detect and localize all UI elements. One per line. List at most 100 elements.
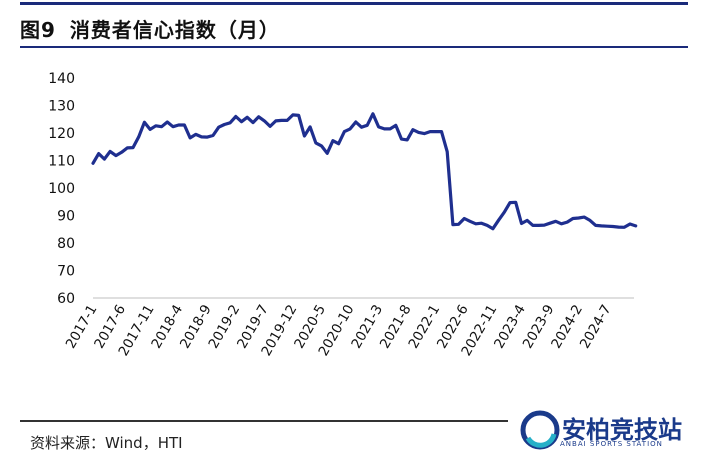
data-point [269, 125, 271, 127]
y-tick-label: 100 [48, 181, 75, 197]
data-point [121, 151, 123, 153]
data-point [92, 162, 94, 164]
data-point [263, 120, 265, 122]
top-rule [20, 2, 688, 5]
data-point [349, 128, 351, 130]
data-point [143, 121, 145, 123]
figure-title: 图9 消费者信心指数（月） [20, 14, 280, 43]
y-tick-label: 120 [48, 126, 75, 142]
data-point [138, 136, 140, 138]
logo-icon [520, 410, 560, 450]
figure-number: 图9 [20, 18, 56, 42]
data-point [246, 116, 248, 118]
data-point [543, 224, 545, 226]
data-point [389, 128, 391, 130]
data-point [161, 126, 163, 128]
data-point [172, 126, 174, 128]
data-point [452, 224, 454, 226]
line-chart: 607080901001101201301402017-12017-62017-… [48, 71, 638, 359]
data-point [526, 219, 528, 221]
watermark-subtext: ANBAI SPORTS STATION [560, 440, 663, 448]
watermark-text: 安柏竞技站 [562, 416, 682, 444]
data-point [366, 124, 368, 126]
data-point [149, 128, 151, 130]
data-point [212, 134, 214, 137]
data-point [395, 124, 397, 126]
data-point [509, 202, 511, 204]
data-point [406, 139, 408, 141]
data-point [578, 217, 580, 219]
data-point [275, 120, 277, 122]
data-point [372, 113, 374, 115]
y-tick-label: 110 [48, 154, 75, 170]
data-point [98, 153, 100, 155]
data-point [132, 147, 134, 149]
data-point [606, 225, 608, 227]
data-point [252, 122, 254, 124]
data-point [555, 220, 557, 222]
source-note: 资料来源：Wind，HTI [30, 434, 183, 452]
data-point [538, 224, 540, 226]
data-point [589, 219, 591, 221]
data-point [338, 143, 340, 145]
data-point [498, 219, 500, 221]
data-point [446, 151, 448, 153]
bottom-rule [20, 420, 508, 422]
data-point [440, 131, 443, 133]
data-point [332, 140, 334, 142]
data-point [583, 216, 585, 218]
data-point [458, 223, 460, 225]
data-point [223, 123, 225, 126]
title-rule [20, 46, 688, 48]
series-line [91, 112, 638, 231]
data-point [229, 122, 231, 124]
data-point [520, 222, 523, 225]
data-point [435, 131, 437, 133]
y-tick-label: 60 [57, 291, 75, 307]
data-point [572, 217, 574, 220]
data-point [549, 222, 551, 224]
data-point [109, 150, 111, 152]
data-point [303, 135, 305, 137]
data-point [515, 201, 517, 203]
data-point [280, 119, 283, 121]
data-point [258, 116, 260, 118]
data-point [103, 158, 105, 160]
data-point [343, 131, 345, 133]
data-point [595, 224, 597, 226]
data-point [178, 124, 180, 126]
data-point [200, 136, 203, 138]
data-point [486, 224, 488, 226]
data-point [566, 221, 568, 223]
data-point [463, 217, 465, 220]
data-point [412, 129, 414, 131]
data-point [618, 226, 620, 228]
data-point [600, 225, 603, 227]
data-point [475, 223, 477, 225]
data-point [429, 131, 431, 133]
data-point [115, 155, 117, 157]
data-point [240, 121, 243, 123]
data-point [218, 126, 220, 128]
data-point [560, 223, 563, 225]
data-point [235, 115, 237, 118]
data-point [355, 121, 357, 123]
data-point [292, 114, 294, 116]
data-point [503, 211, 505, 213]
data-point [492, 228, 494, 230]
y-tick-label: 140 [48, 71, 75, 87]
y-tick-label: 130 [48, 99, 75, 115]
data-point [629, 223, 631, 225]
data-point [423, 133, 425, 135]
data-point [286, 119, 288, 121]
data-point [326, 152, 328, 154]
y-tick-label: 80 [57, 236, 75, 252]
data-point [532, 224, 534, 226]
data-point [195, 133, 197, 135]
data-point [612, 225, 614, 228]
data-point [315, 142, 317, 144]
data-point [183, 124, 185, 126]
data-point [320, 145, 323, 147]
data-point [360, 126, 363, 128]
data-point [126, 147, 128, 149]
